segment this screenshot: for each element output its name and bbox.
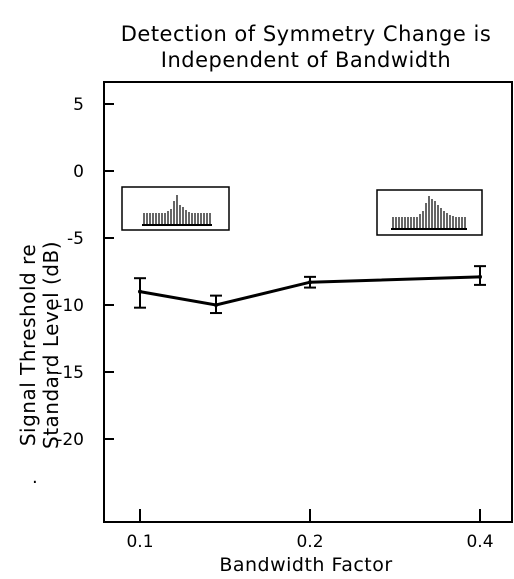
x-tick-label: 0.4 bbox=[466, 532, 493, 552]
y-axis-label-line-2: Standard Level (dB) bbox=[39, 241, 63, 449]
data-point bbox=[478, 274, 482, 279]
y-tick-label: 0 bbox=[73, 162, 84, 182]
y-tick-label: -15 bbox=[56, 363, 84, 383]
chart-title-line-2: Independent of Bandwidth bbox=[161, 48, 452, 72]
x-axis: 0.1 0.2 0.4 bbox=[126, 509, 494, 552]
plot-frame bbox=[103, 81, 513, 523]
data-point bbox=[308, 280, 312, 285]
stray-mark: · bbox=[32, 472, 38, 493]
inset-narrowband-spectrum bbox=[121, 186, 230, 231]
data-point bbox=[214, 303, 218, 307]
series-line bbox=[139, 275, 481, 307]
y-axis-label-line-1: Signal Threshold re bbox=[16, 244, 40, 446]
x-tick-label: 0.2 bbox=[296, 532, 323, 552]
x-axis-label: Bandwidth Factor bbox=[219, 554, 392, 576]
y-tick-label: -10 bbox=[56, 296, 84, 316]
y-tick-label: 5 bbox=[73, 95, 84, 115]
x-tick-label: 0.1 bbox=[126, 532, 153, 552]
inset-frame bbox=[121, 186, 230, 231]
y-tick-label: -5 bbox=[67, 229, 84, 249]
chart-title-line-1: Detection of Symmetry Change is bbox=[121, 22, 492, 46]
series bbox=[134, 265, 486, 315]
data-point bbox=[138, 289, 142, 294]
inset-wideband-spectrum bbox=[376, 189, 483, 236]
y-axis: 5 0 -5 -10 -15 -20 bbox=[56, 95, 114, 450]
y-tick-label: -20 bbox=[56, 430, 84, 450]
